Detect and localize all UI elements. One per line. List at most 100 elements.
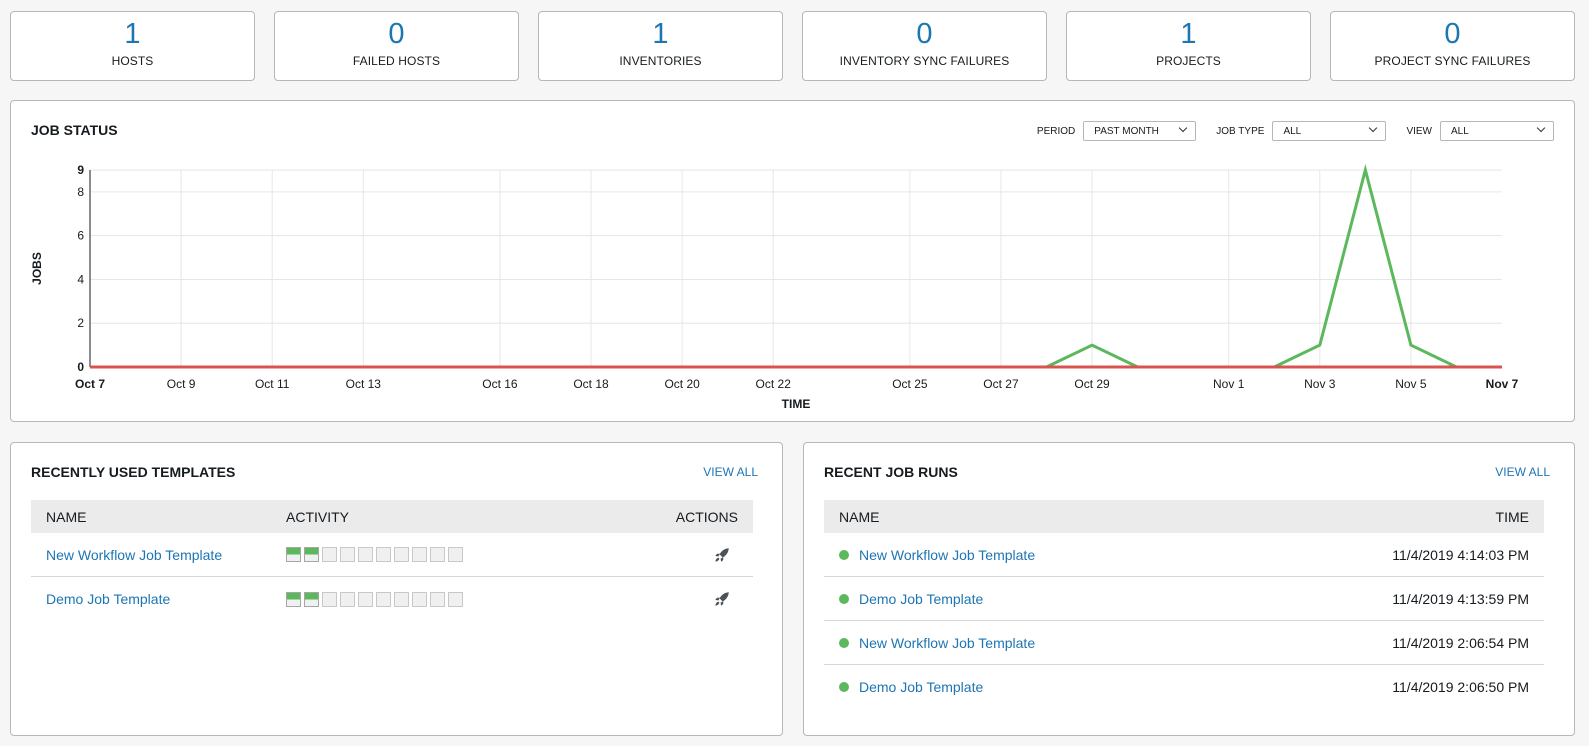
count-value: 0: [388, 18, 405, 50]
x-tick-label: Oct 18: [573, 377, 609, 391]
count-value: 1: [1180, 18, 1197, 50]
status-success-icon: [839, 593, 849, 604]
templates-view-all-link[interactable]: VIEW ALL: [703, 465, 758, 479]
x-tick-label: Nov 7: [1486, 377, 1519, 391]
table-row: Demo Job Template 11/4/2019 2:06:50 PM: [824, 665, 1544, 709]
activity-sparkline: [271, 547, 651, 562]
runs-table: NAME TIME New Workflow Job Template 11/4/…: [824, 500, 1544, 709]
templates-table: NAME ACTIVITY ACTIONS New Workflow Job T…: [31, 500, 753, 621]
status-success-icon: [839, 637, 849, 648]
period-select[interactable]: PAST MONTH: [1083, 121, 1197, 141]
count-hosts[interactable]: 1 HOSTS: [10, 11, 255, 81]
x-axis-label: TIME: [782, 397, 811, 411]
templates-rows: New Workflow Job Template Demo Job Templa…: [31, 533, 753, 621]
job-success-square[interactable]: [304, 591, 319, 607]
job-type-value: ALL: [1283, 126, 1302, 137]
status-success-icon: [839, 682, 849, 692]
count-value: 0: [916, 18, 933, 50]
job-empty-square: [376, 591, 391, 607]
count-projects[interactable]: 1 PROJECTS: [1066, 11, 1311, 81]
runs-view-all-link[interactable]: VIEW ALL: [1495, 465, 1550, 479]
col-name-header: NAME: [839, 508, 880, 525]
chart-filters: PERIOD PAST MONTH JOB TYPE ALL VIEW ALL: [1037, 121, 1554, 141]
job-run-link[interactable]: New Workflow Job Template: [859, 634, 1036, 651]
x-tick-label: Oct 13: [346, 377, 382, 391]
count-label: INVENTORIES: [619, 54, 702, 68]
job-success-square[interactable]: [304, 547, 319, 562]
job-run-link[interactable]: Demo Job Template: [859, 679, 984, 695]
job-empty-square: [358, 591, 373, 607]
job-empty-square: [394, 547, 409, 562]
job-success-square[interactable]: [286, 547, 301, 562]
table-row: Demo Job Template 11/4/2019 4:13:59 PM: [824, 577, 1544, 621]
templates-title: RECENTLY USED TEMPLATES: [31, 464, 236, 480]
count-label: PROJECTS: [1156, 54, 1221, 68]
series-successful-line: [90, 164, 1502, 369]
job-type-label: JOB TYPE: [1216, 125, 1265, 137]
period-label: PERIOD: [1036, 125, 1076, 137]
count-cards: 1 HOSTS 0 FAILED HOSTS 1 INVENTORIES 0 I…: [10, 11, 1575, 81]
x-tick-label: Oct 29: [1074, 377, 1110, 391]
templates-table-header: NAME ACTIVITY ACTIONS: [31, 500, 753, 533]
y-tick-label: 4: [77, 272, 84, 286]
x-tick-label: Oct 22: [756, 377, 792, 391]
count-inventory-sync-failures[interactable]: 0 INVENTORY SYNC FAILURES: [802, 11, 1047, 81]
view-value: ALL: [1451, 126, 1469, 137]
job-success-square[interactable]: [286, 591, 301, 607]
col-actions-header: ACTIONS: [675, 508, 738, 525]
run-time: 11/4/2019 4:14:03 PM: [1392, 546, 1529, 563]
view-select[interactable]: ALL: [1440, 121, 1554, 141]
period-value: PAST MONTH: [1094, 126, 1159, 137]
view-label: VIEW: [1406, 125, 1432, 137]
recent-templates-panel: RECENTLY USED TEMPLATES VIEW ALL NAME AC…: [10, 442, 783, 736]
y-tick-label: 9: [77, 163, 84, 177]
x-tick-label: Oct 9: [167, 377, 196, 391]
table-row: New Workflow Job Template 11/4/2019 2:06:…: [824, 621, 1544, 665]
y-axis-label: JOBS: [30, 252, 44, 285]
job-run-link[interactable]: Demo Job Template: [859, 590, 984, 607]
col-time-header: TIME: [1495, 508, 1529, 525]
job-type-select[interactable]: ALL: [1272, 121, 1387, 141]
count-label: PROJECT SYNC FAILURES: [1374, 54, 1531, 68]
actions-cell: [651, 590, 753, 608]
col-name-header: NAME: [46, 508, 87, 525]
job-empty-square: [358, 547, 373, 562]
x-tick-label: Oct 27: [983, 377, 1019, 391]
rocket-icon[interactable]: [713, 546, 731, 564]
x-tick-label: Oct 11: [255, 377, 290, 391]
count-label: FAILED HOSTS: [352, 54, 441, 68]
x-tick-label: Oct 20: [664, 377, 700, 391]
rocket-icon[interactable]: [713, 590, 731, 608]
x-tick-label: Nov 3: [1304, 377, 1336, 391]
x-tick-label: Nov 5: [1395, 377, 1427, 391]
y-tick-label: 8: [77, 185, 84, 199]
run-name-cell: New Workflow Job Template: [824, 635, 1392, 651]
count-value: 1: [652, 18, 669, 50]
status-success-icon: [839, 549, 849, 560]
job-empty-square: [412, 591, 427, 607]
table-row: New Workflow Job Template: [31, 533, 753, 577]
job-empty-square: [340, 547, 355, 562]
runs-rows: New Workflow Job Template 11/4/2019 4:14:…: [824, 533, 1544, 709]
job-status-chart: 0 2 4 6 8 9 Oct 7 Oct 9 Oct 11 Oct 13 Oct 16 Oct 18…: [30, 163, 1519, 411]
job-status-panel: JOB STATUS PERIOD PAST MONTH JOB TYPE AL…: [10, 100, 1575, 422]
count-inventories[interactable]: 1 INVENTORIES: [538, 11, 783, 81]
run-name-cell: New Workflow Job Template: [824, 547, 1392, 563]
table-row: Demo Job Template: [31, 577, 753, 621]
job-empty-square: [448, 591, 463, 607]
run-time: 11/4/2019 4:13:59 PM: [1392, 590, 1529, 607]
template-name-link[interactable]: Demo Job Template: [46, 591, 171, 607]
count-label: HOSTS: [111, 54, 154, 68]
count-project-sync-failures[interactable]: 0 PROJECT SYNC FAILURES: [1330, 11, 1575, 81]
table-row: New Workflow Job Template 11/4/2019 4:14:…: [824, 533, 1544, 577]
job-run-link[interactable]: New Workflow Job Template: [859, 546, 1036, 563]
job-empty-square: [394, 591, 409, 607]
run-time: 11/4/2019 2:06:50 PM: [1392, 679, 1529, 695]
job-empty-square: [322, 591, 337, 607]
y-tick-label: 2: [77, 316, 84, 330]
job-empty-square: [376, 547, 391, 562]
actions-cell: [651, 545, 753, 563]
template-name-link[interactable]: New Workflow Job Template: [46, 546, 223, 563]
recent-job-runs-panel: RECENT JOB RUNS VIEW ALL NAME TIME New W…: [803, 442, 1575, 736]
count-failed-hosts[interactable]: 0 FAILED HOSTS: [274, 11, 519, 81]
